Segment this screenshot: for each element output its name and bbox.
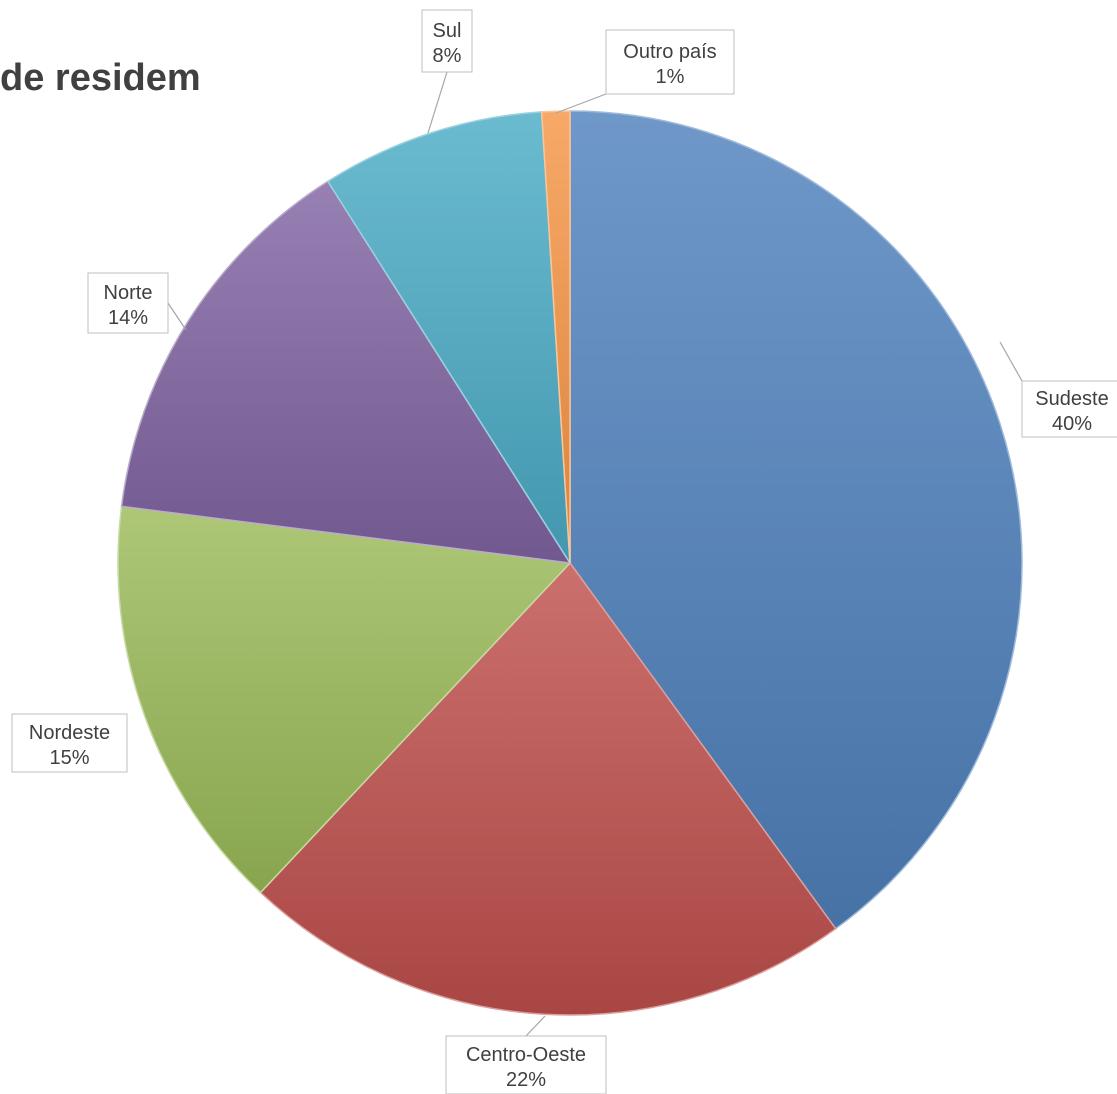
data-label-name-nordeste: Nordeste (29, 722, 110, 744)
data-label-box-sul (421, 9, 473, 73)
data-label-box-sudeste (1021, 380, 1117, 438)
pie-slice-norte (120, 180, 572, 564)
data-label-value-nordeste: 15% (49, 747, 89, 769)
data-label-norte: Norte 14% (87, 272, 169, 334)
data-label-box-norte (87, 272, 169, 334)
data-label-sudeste: Sudeste 40% (1021, 380, 1117, 438)
data-label-value-sul: 8% (433, 45, 462, 67)
chart-title: de residem (0, 57, 201, 99)
data-label-box-centro-oeste (445, 1035, 607, 1094)
labels-layer: Sudeste 40% Centro-Oeste 22% Nordeste 15% Nort… (11, 9, 1117, 1094)
leader-line-outro-pais (555, 93, 607, 114)
pie-slice-sul (326, 111, 571, 564)
data-label-box-nordeste (11, 713, 128, 773)
data-label-name-sudeste: Sudeste (1035, 388, 1108, 410)
pie-slice-centro-oeste (259, 561, 837, 1016)
leader-line-sul (427, 71, 448, 134)
data-label-name-sul: Sul (433, 20, 462, 42)
data-label-centro-oeste: Centro-Oeste 22% (445, 1035, 607, 1094)
data-label-name-norte: Norte (104, 282, 153, 304)
slices-layer (117, 110, 1023, 1016)
leader-line-centro-oeste (525, 1015, 546, 1037)
data-label-value-outro-pais: 1% (656, 66, 685, 88)
data-label-value-norte: 14% (108, 307, 148, 329)
pie-slice-outro-pais (540, 110, 571, 564)
leader-line-sudeste (999, 341, 1023, 382)
data-label-name-outro-pais: Outro país (623, 41, 716, 63)
data-label-box-outro-pais (605, 29, 735, 95)
data-label-name-centro-oeste: Centro-Oeste (466, 1044, 586, 1066)
leader-line-norte (167, 302, 187, 331)
data-label-outro-pais: Outro país 1% (605, 29, 735, 95)
data-label-nordeste: Nordeste 15% (11, 713, 128, 773)
pie-slice-sudeste (569, 110, 1023, 930)
pie-slice-nordeste (117, 505, 572, 894)
data-label-value-centro-oeste: 22% (506, 1069, 546, 1091)
data-label-sul: Sul 8% (421, 9, 473, 73)
data-label-value-sudeste: 40% (1052, 413, 1092, 435)
